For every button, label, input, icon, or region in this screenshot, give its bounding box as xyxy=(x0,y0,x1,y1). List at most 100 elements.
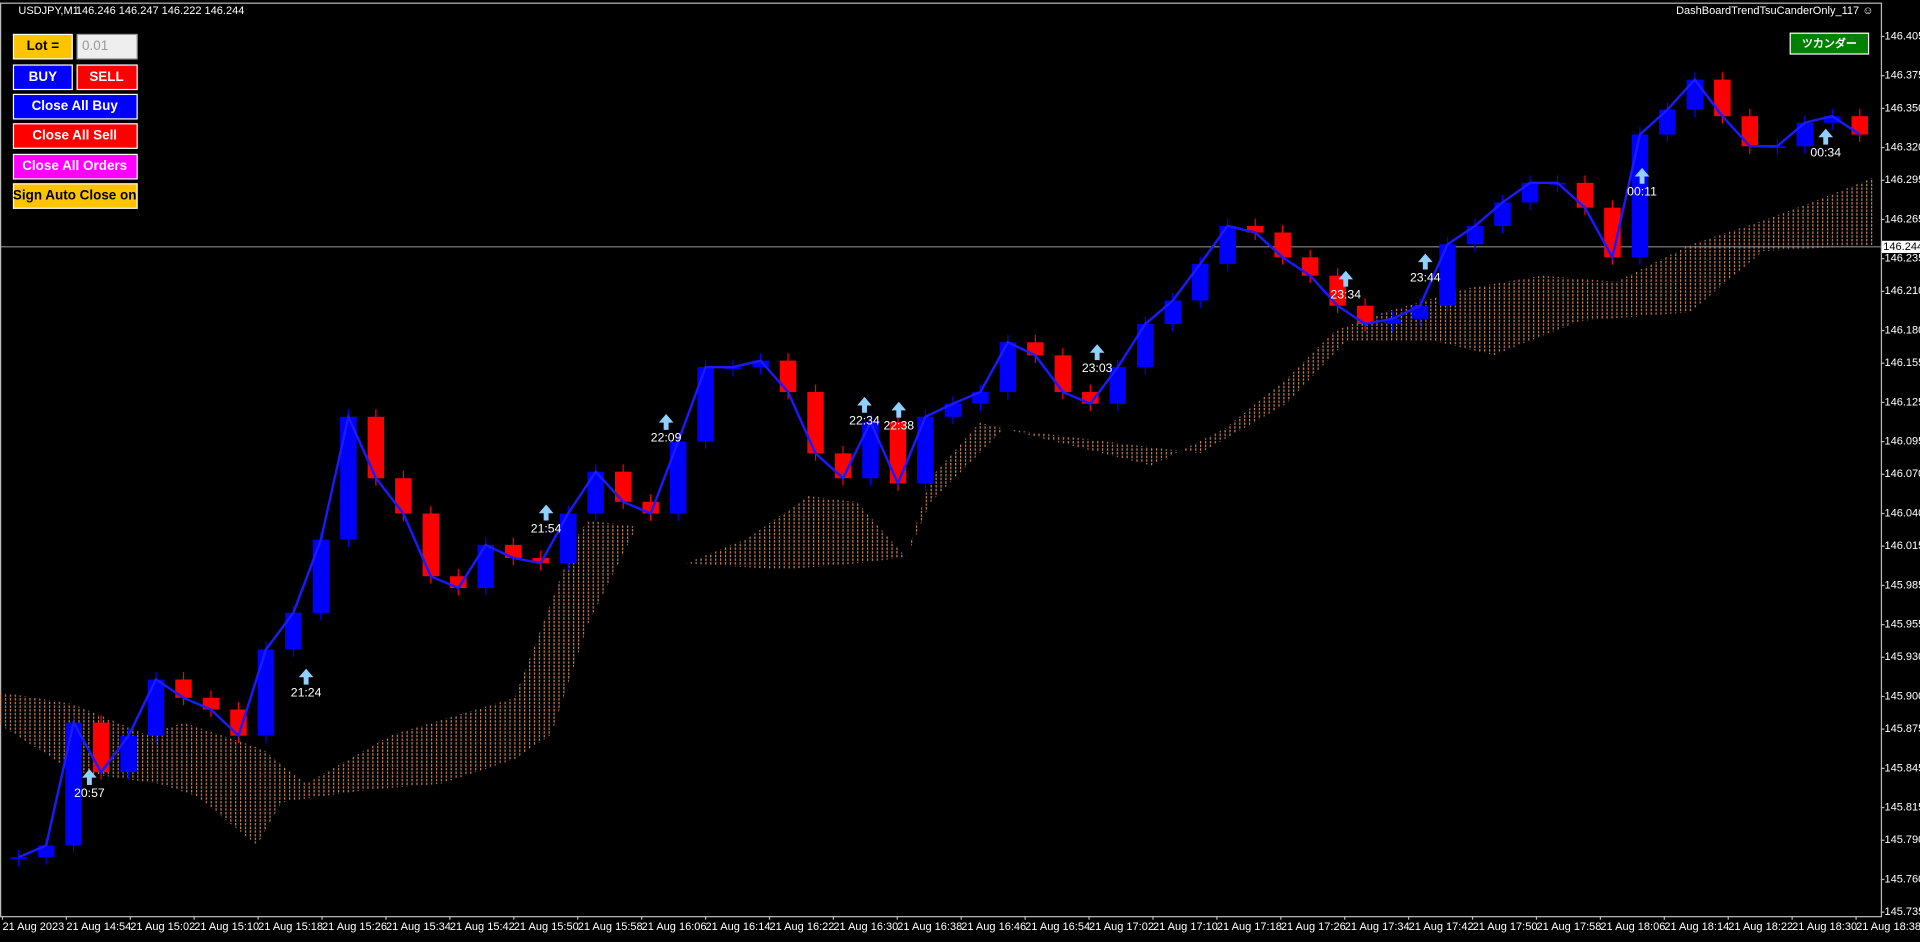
time-label: 21 Aug 15:10 xyxy=(194,921,259,933)
candle xyxy=(477,544,495,589)
candle xyxy=(422,513,440,577)
lot-input[interactable] xyxy=(76,33,138,60)
signal-time: 23:34 xyxy=(1330,287,1361,301)
signal-arrow xyxy=(857,396,872,413)
time-label: 21 Aug 17:58 xyxy=(1536,921,1601,933)
price-tick-label: 145.760 xyxy=(1884,873,1920,885)
tsukander-button[interactable] xyxy=(1789,32,1870,55)
time-label: 21 Aug 16:14 xyxy=(706,921,771,933)
signal-time: 23:03 xyxy=(1082,361,1113,375)
close-all-orders-label: Close All Orders xyxy=(22,158,127,173)
candle xyxy=(1246,225,1264,233)
candle xyxy=(367,416,385,479)
sell-label: SELL xyxy=(89,69,123,84)
time-label: 21 Aug 15:18 xyxy=(258,921,323,933)
candle xyxy=(1109,367,1127,404)
candle xyxy=(889,422,907,484)
candle xyxy=(807,391,824,454)
time-label: 21 Aug 17:50 xyxy=(1473,921,1538,933)
signal-arrow xyxy=(1634,167,1650,184)
price-tick-label: 146.125 xyxy=(1884,396,1920,408)
candle xyxy=(1329,275,1346,306)
signal-arrow xyxy=(298,668,314,685)
candle xyxy=(642,501,659,514)
candle xyxy=(1137,324,1154,368)
signal-arrow xyxy=(1338,270,1354,287)
time-label: 21 Aug 16:46 xyxy=(961,921,1026,933)
candle xyxy=(752,360,769,368)
candle xyxy=(202,697,220,710)
time-label: 21 Aug 2023 xyxy=(2,921,64,933)
time-label: 21 Aug 15:26 xyxy=(322,921,387,933)
signal-time: 20:57 xyxy=(74,786,105,800)
candle xyxy=(37,845,55,858)
candle xyxy=(92,722,110,773)
candle xyxy=(1521,182,1539,203)
auto-close-button[interactable] xyxy=(12,183,138,209)
candle xyxy=(1054,355,1072,392)
price-tick-label: 145.930 xyxy=(1884,651,1920,663)
price-tick-label: 146.405 xyxy=(1884,30,1920,42)
price-tick-label: 146.375 xyxy=(1884,70,1920,82)
tsukander-label: ツカンダー xyxy=(1802,36,1857,50)
candle xyxy=(65,722,82,846)
candle xyxy=(120,735,137,773)
time-label: 21 Aug 17:10 xyxy=(1153,921,1218,933)
candle xyxy=(1851,116,1868,135)
current-price-label: 146.244 xyxy=(1883,241,1920,253)
candle xyxy=(175,679,192,698)
candle xyxy=(669,441,687,514)
price-tick-label: 146.070 xyxy=(1884,468,1920,480)
signal-arrow xyxy=(538,504,554,521)
candle xyxy=(862,422,879,479)
time-label: 21 Aug 17:02 xyxy=(1089,921,1154,933)
price-tick-label: 145.955 xyxy=(1884,619,1920,631)
candle xyxy=(1191,263,1209,301)
lot-label-box xyxy=(12,33,73,60)
close-all-orders-button[interactable] xyxy=(12,153,138,180)
signal-arrow xyxy=(658,414,674,430)
candle xyxy=(1466,225,1484,245)
time-label: 21 Aug 18:14 xyxy=(1664,921,1729,933)
time-label: 21 Aug 18:30 xyxy=(1792,921,1857,933)
candle xyxy=(147,679,165,736)
sell-button[interactable] xyxy=(76,64,138,91)
buy-button[interactable] xyxy=(12,64,73,91)
time-label: 21 Aug 16:38 xyxy=(897,921,962,933)
symbol: USDJPY,M1 xyxy=(18,5,78,17)
signal-time: 00:11 xyxy=(1627,185,1657,199)
signal-time: 22:09 xyxy=(651,431,682,445)
ichimoku-cloud xyxy=(0,177,1874,846)
signal-time: 22:34 xyxy=(849,414,880,428)
candle xyxy=(1714,79,1731,117)
price-tick-label: 146.015 xyxy=(1884,540,1920,552)
signal-arrow xyxy=(1089,344,1105,361)
candle xyxy=(1356,305,1374,325)
price-tick-label: 146.320 xyxy=(1884,141,1920,153)
time-label: 21 Aug 18:22 xyxy=(1728,921,1793,933)
price-tick-label: 145.875 xyxy=(1884,723,1920,735)
signal-arrow xyxy=(82,769,97,786)
time-label: 21 Aug 16:06 xyxy=(642,921,707,933)
signal-time: 21:24 xyxy=(291,685,322,699)
candle xyxy=(340,416,357,540)
time-label: 21 Aug 17:26 xyxy=(1281,921,1346,933)
time-label: 21 Aug 18:06 xyxy=(1600,921,1665,933)
close-all-buy-button[interactable] xyxy=(12,93,138,120)
control-panel: Lot = 0.01 BUY SELL Close All Buy Close … xyxy=(12,32,1870,209)
candle xyxy=(1604,207,1621,258)
candle xyxy=(1494,202,1511,226)
candle xyxy=(230,709,247,736)
close-all-sell-button[interactable] xyxy=(12,123,138,149)
time-label: 21 Aug 16:54 xyxy=(1025,921,1090,933)
time-label: 21 Aug 17:34 xyxy=(1345,921,1410,933)
candle xyxy=(1301,257,1319,276)
price-tick-label: 145.985 xyxy=(1884,579,1920,591)
price-tick-label: 145.735 xyxy=(1884,906,1920,918)
price-tick-label: 145.790 xyxy=(1884,834,1920,846)
trend-line xyxy=(18,77,1861,859)
time-label: 21 Aug 15:50 xyxy=(514,921,579,933)
candle xyxy=(1274,232,1291,258)
price-tick-label: 146.295 xyxy=(1884,174,1920,186)
